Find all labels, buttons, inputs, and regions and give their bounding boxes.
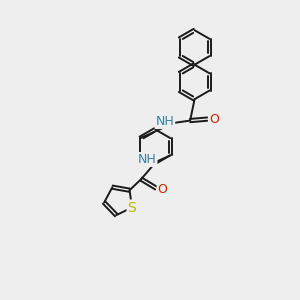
Text: NH: NH: [138, 153, 157, 166]
Text: O: O: [158, 183, 167, 196]
Text: O: O: [209, 112, 219, 126]
Text: NH: NH: [155, 115, 174, 128]
Text: S: S: [128, 200, 136, 214]
